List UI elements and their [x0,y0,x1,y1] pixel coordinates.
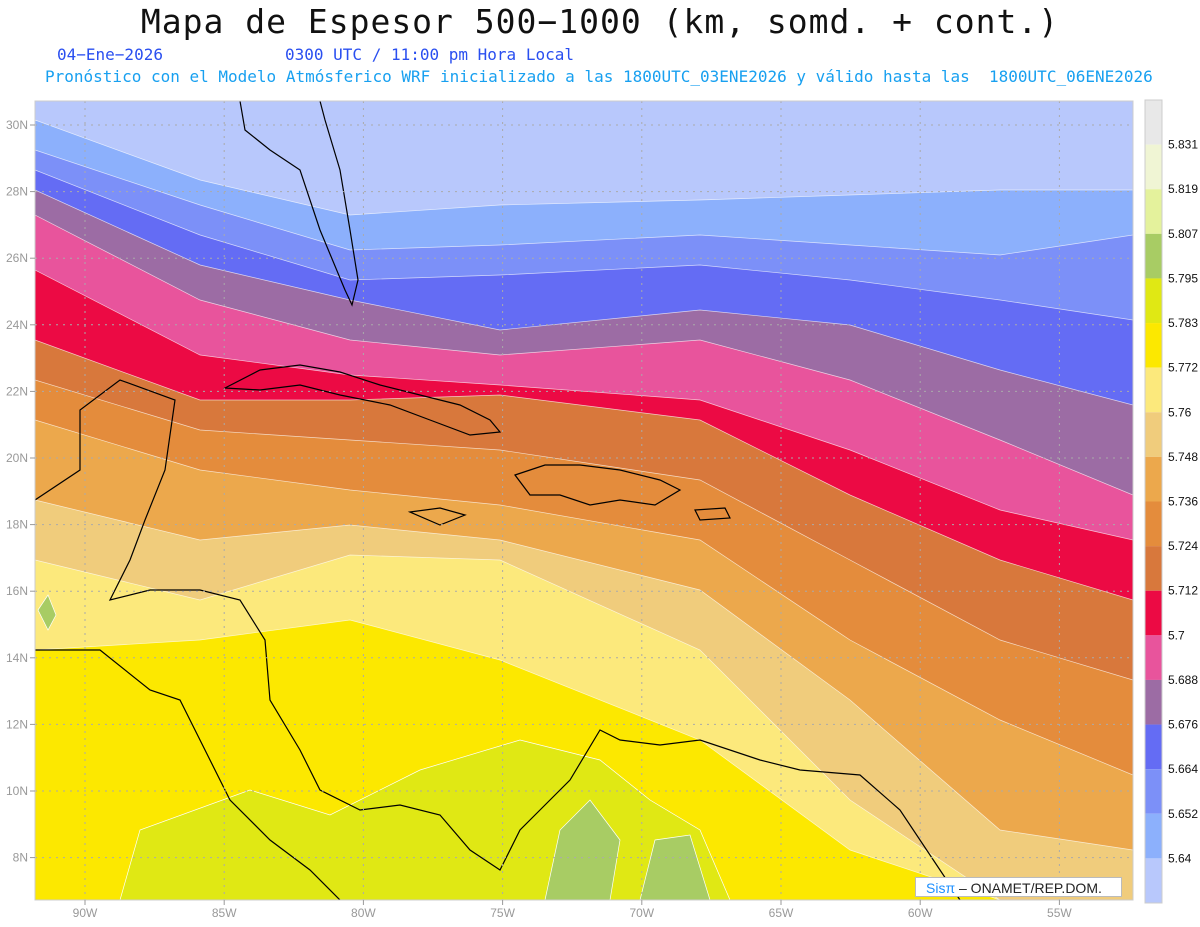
lon-label: 80W [351,906,376,920]
map-frame [34,100,1134,901]
lat-label: 28N [6,185,28,199]
colorbar-swatch [1145,858,1162,903]
onamet-logo: Sisπ – ONAMET/REP.DOM. [915,877,1122,897]
band-5.795-c [37,594,57,631]
forecast-info: Pronóstico con el Modelo Atmósferico WRF… [45,67,1153,86]
colorbar-swatch [1145,189,1162,234]
colorbar: 5.831 5.819 5.807 5.795 5.783 5.772 5.76 5.748 5… [1144,99,1198,904]
colorbar-swatch [1145,724,1162,770]
colorbar-label: 5.664 [1168,762,1198,776]
colorbar-swatch [1145,769,1162,814]
colorbar-swatch [1145,412,1162,457]
colorbar-swatch [1145,501,1162,547]
lat-label: 24N [6,318,28,332]
colorbar-label: 5.724 [1168,539,1198,553]
lon-label: 60W [908,906,933,920]
colorbar-swatch [1145,144,1162,190]
colorbar-label: 5.676 [1168,718,1198,732]
lat-lon-grid [35,101,1133,900]
colorbar-label: 5.712 [1168,584,1198,598]
map-title: Mapa de Espesor 500−1000 (km, somd. + co… [140,2,1060,41]
colorbar-label: 5.831 [1168,138,1198,152]
colorbar-swatch [1145,679,1162,725]
band-5.795 [544,799,621,900]
colorbar-label: 5.64 [1168,851,1192,865]
logo-text: – ONAMET/REP.DOM. [959,880,1102,896]
colorbar-swatch [1145,456,1162,502]
colorbar-swatch [1145,367,1162,413]
colorbar-label: 5.772 [1168,361,1198,375]
lon-label: 75W [490,906,515,920]
lat-label: 22N [6,384,28,398]
colorbar-label: 5.652 [1168,807,1198,821]
colorbar-swatch [1145,590,1162,636]
colorbar-swatch [1145,233,1162,279]
forecast-date: 04−Ene−2026 [57,45,163,64]
lat-label: 30N [6,118,28,132]
coastlines [35,101,961,900]
lat-label: 8N [13,851,28,865]
colorbar-label: 5.748 [1168,450,1198,464]
colorbar-swatch [1145,323,1162,368]
colorbar-label: 5.783 [1168,316,1198,330]
lat-label: 20N [6,451,28,465]
lat-label: 14N [6,651,28,665]
band-5.795-b [639,834,711,900]
colorbar-label: 5.736 [1168,495,1198,509]
lat-label: 16N [6,584,28,598]
lon-label: 70W [629,906,654,920]
colorbar-swatch [1145,813,1162,859]
lon-label: 55W [1047,906,1072,920]
axis-labels: 30N 28N 26N 24N 22N 20N 18N 16N 14N 12N 10N 8N 90W 85… [6,118,1072,920]
thickness-bands [35,101,1133,900]
logo-brand: Sisπ [926,880,956,896]
lat-label: 10N [6,784,28,798]
lat-label: 26N [6,251,28,265]
colorbar-label: 5.7 [1168,628,1185,642]
lon-label: 65W [769,906,794,920]
colorbar-frame [1144,99,1163,904]
colorbar-label: 5.819 [1168,182,1198,196]
lat-label: 18N [6,518,28,532]
colorbar-label: 5.688 [1168,673,1198,687]
colorbar-swatch [1145,546,1162,591]
colorbar-swatch [1145,278,1162,324]
lat-label: 12N [6,717,28,731]
colorbar-label: 5.76 [1168,405,1192,419]
colorbar-label: 5.795 [1168,271,1198,285]
colorbar-label: 5.807 [1168,227,1198,241]
colorbar-swatch [1145,635,1162,680]
lon-label: 85W [212,906,237,920]
colorbar-swatch [1145,100,1162,145]
lon-label: 90W [73,906,98,920]
forecast-time: 0300 UTC / 11:00 pm Hora Local [285,45,574,64]
